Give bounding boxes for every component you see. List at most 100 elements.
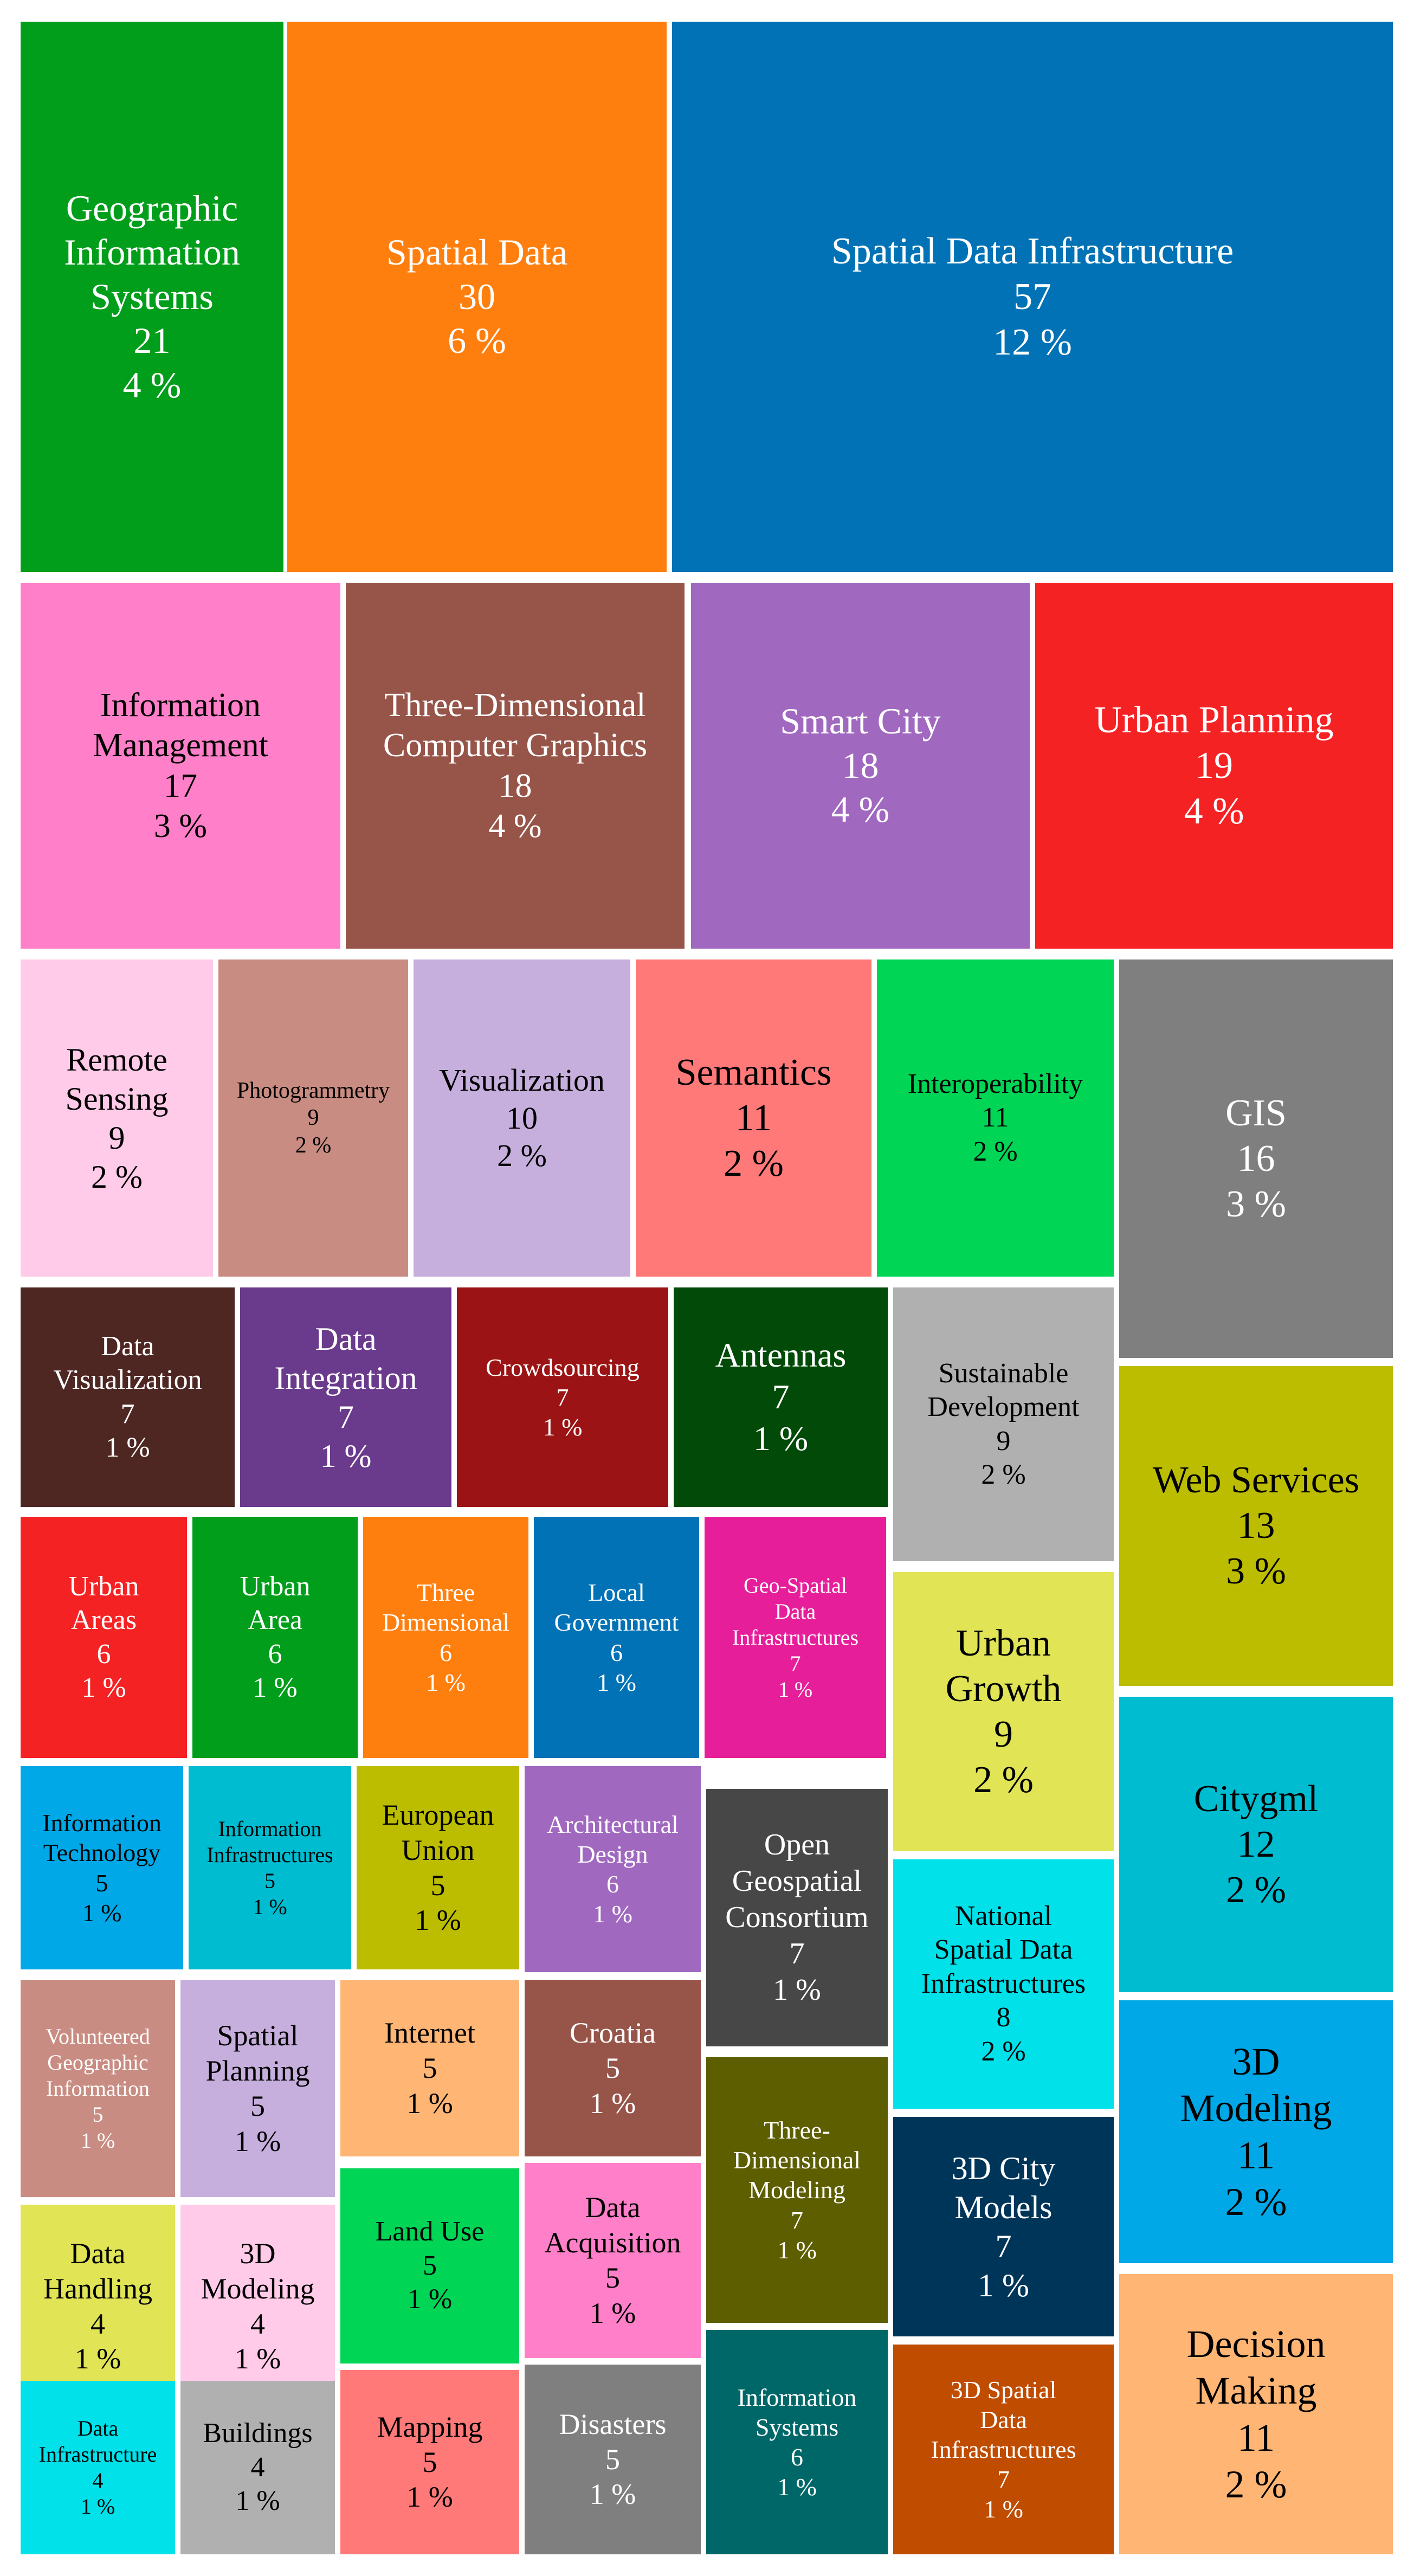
tile-value: 5 (430, 1869, 445, 1902)
tile-label: Urban Planning (1094, 699, 1334, 741)
tile-label: Open Geospatial Consortium (725, 1827, 869, 1934)
tile-value: 7 (556, 1383, 569, 1411)
tile-percent: 6 % (448, 320, 506, 362)
tile-percent: 4 % (122, 364, 182, 405)
tile-label: Three Dimensional (382, 1579, 510, 1637)
tile-value: 5 (605, 2262, 620, 2294)
tile-percent: 1 % (593, 1900, 632, 1928)
tile-value: 9 (108, 1119, 125, 1156)
tile-value: 5 (423, 2250, 437, 2281)
tile-percent: 1 % (235, 2485, 280, 2517)
treemap-tile: Data Visualization 7 1 % (21, 1287, 235, 1507)
tile-percent: 1 % (543, 1413, 583, 1441)
tile-percent: 4 % (1184, 790, 1244, 832)
treemap-tile: Urban Growth 9 2 % (893, 1572, 1114, 1851)
treemap-tile: Information Technology 5 1 % (21, 1766, 183, 1969)
treemap-tile: Geographic Information Systems 21 4 % (21, 22, 283, 572)
tile-label: Urban Areas (68, 1570, 139, 1636)
treemap-tile: Three-Dimensional Computer Graphics 18 4 % (346, 583, 685, 949)
treemap-tile: GIS 16 3 % (1119, 959, 1393, 1358)
tile-label: Remote Sensing (65, 1041, 169, 1117)
treemap-tile: Spatial Data Infrastructure 57 12 % (672, 22, 1393, 572)
treemap-tile: Data Handling 4 1 % (21, 2205, 175, 2408)
tile-label: 3D Spatial Data Infrastructures (931, 2375, 1076, 2463)
treemap-tile: Smart City 18 4 % (691, 583, 1030, 949)
tile-label: Data Handling (43, 2237, 152, 2305)
tile-percent: 2 % (724, 1142, 784, 1184)
treemap-tile: Data Infrastructure 4 1 % (21, 2381, 175, 2554)
tile-label: Geographic Information Systems (64, 187, 240, 317)
treemap-tile: Decision Making 11 2 % (1119, 2274, 1393, 2554)
tile-label: Land Use (375, 2216, 485, 2247)
tile-label: Information Technology (42, 1809, 162, 1867)
tile-label: Information Systems (737, 2383, 857, 2441)
tile-value: 21 (133, 320, 171, 362)
tile-value: 5 (605, 2443, 620, 2476)
tile-label: Data Visualization (53, 1330, 202, 1396)
treemap-tile: Urban Planning 19 4 % (1035, 583, 1393, 949)
tile-percent: 1 % (415, 1904, 461, 1937)
tile-percent: 2 % (973, 1136, 1018, 1167)
tile-value: 11 (1237, 2133, 1275, 2177)
treemap-tile: Three- Dimensional Modeling 7 1 % (706, 2057, 888, 2323)
treemap-tile: Open Geospatial Consortium 7 1 % (706, 1789, 888, 2046)
tile-label: Interoperability (907, 1068, 1083, 1099)
treemap-tile: 3D Modeling 11 2 % (1119, 2000, 1393, 2263)
tile-value: 7 (338, 1399, 354, 1435)
tile-percent: 1 % (253, 1894, 287, 1919)
treemap-tile: Three Dimensional 6 1 % (363, 1517, 528, 1758)
tile-value: 6 (96, 1638, 111, 1670)
tile-value: 18 (842, 744, 879, 786)
treemap-tile: Disasters 5 1 % (525, 2365, 701, 2554)
tile-percent: 1 % (773, 1973, 821, 2007)
treemap-tile: 3D Modeling 4 1 % (180, 2205, 335, 2408)
tile-value: 8 (996, 2002, 1011, 2033)
tile-label: Mapping (377, 2410, 483, 2443)
tile-label: 3D Modeling (201, 2237, 315, 2305)
tile-label: Information Management (93, 686, 268, 764)
tile-value: 5 (95, 1869, 108, 1897)
tile-label: Geo-Spatial Data Infrastructures (732, 1573, 859, 1650)
tile-label: Sustainable Development (927, 1357, 1080, 1423)
tile-value: 4 (92, 2468, 104, 2493)
tile-value: 19 (1195, 744, 1233, 787)
tile-percent: 1 % (74, 2342, 121, 2375)
tile-value: 18 (498, 767, 532, 804)
tile-value: 6 (606, 1870, 619, 1898)
tile-label: Crowdsourcing (486, 1353, 640, 1381)
treemap-tile: European Union 5 1 % (357, 1766, 519, 1969)
treemap-tile: National Spatial Data Infrastructures 8 2 … (893, 1859, 1114, 2109)
treemap-tile: Land Use 5 1 % (340, 2168, 519, 2364)
tile-label: Antennas (715, 1336, 847, 1375)
tile-label: Photogrammetry (236, 1078, 390, 1103)
treemap-tile: Spatial Data 30 6 % (287, 22, 667, 572)
tile-label: Urban Growth (945, 1622, 1062, 1710)
tile-label: Web Services (1152, 1459, 1360, 1501)
tile-label: GIS (1225, 1092, 1287, 1134)
tile-percent: 2 % (497, 1138, 547, 1174)
tile-label: Croatia (570, 2017, 656, 2050)
tile-value: 7 (789, 1937, 805, 1971)
tile-value: 7 (790, 1651, 801, 1676)
treemap-tile: Photogrammetry 9 2 % (218, 959, 408, 1277)
tile-value: 7 (995, 2228, 1012, 2264)
treemap-tile: Information Systems 6 1 % (706, 2330, 888, 2554)
tile-value: 9 (996, 1425, 1011, 1457)
treemap-tile: Crowdsourcing 7 1 % (457, 1287, 668, 1507)
tile-value: 5 (605, 2052, 620, 2085)
tile-value: 11 (1237, 2416, 1275, 2459)
tile-value: 7 (997, 2465, 1010, 2494)
tile-percent: 2 % (1225, 2462, 1287, 2506)
treemap-tile: Data Acquisition 5 1 % (525, 2163, 701, 2358)
tile-label: Information Infrastructures (206, 1816, 333, 1867)
treemap-tile: Croatia 5 1 % (525, 1980, 701, 2156)
tile-percent: 1 % (80, 2494, 115, 2519)
tile-value: 7 (120, 1398, 135, 1429)
tile-percent: 2 % (1225, 2180, 1287, 2224)
tile-label: Volunteered Geographic Information (46, 2024, 150, 2101)
treemap-tile: Local Government 6 1 % (534, 1517, 699, 1758)
tile-label: Three-Dimensional Computer Graphics (383, 686, 648, 764)
tile-percent: 1 % (320, 1438, 372, 1474)
treemap-tile: Antennas 7 1 % (674, 1287, 888, 1507)
